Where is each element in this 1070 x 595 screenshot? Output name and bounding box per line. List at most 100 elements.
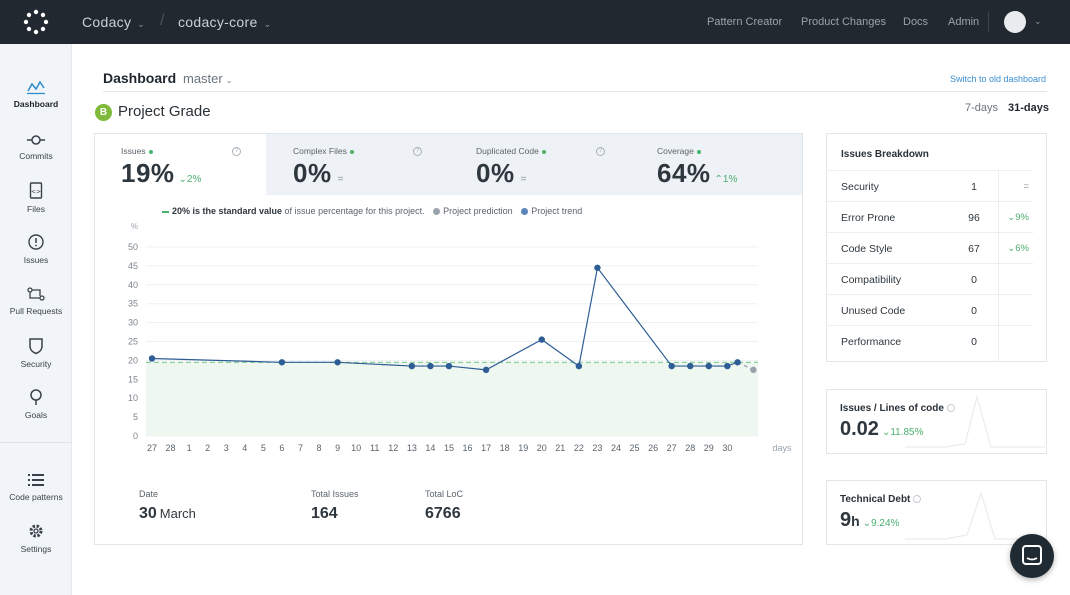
nav-link-admin[interactable]: Admin	[948, 16, 980, 28]
y-tick-label: 45	[128, 261, 138, 271]
nav-link-product-changes[interactable]: Product Changes	[801, 16, 886, 28]
sidebar-item-label: Settings	[20, 544, 52, 554]
x-tick-label: 22	[574, 443, 584, 453]
breakdown-category: Unused Code	[841, 305, 906, 317]
x-tick-label: 8	[317, 443, 322, 453]
sidebar-item-goals[interactable]: Goals	[0, 388, 72, 420]
breakdown-count: 0	[971, 336, 977, 348]
sidebar-item-commits[interactable]: Commits	[0, 133, 72, 161]
help-icon[interactable]: ?	[413, 147, 422, 156]
card-value: 0.02	[840, 418, 879, 440]
x-tick-label: 5	[261, 443, 266, 453]
card-delta: ⌄9.24%	[862, 518, 900, 529]
metric-tab-duplicated-code[interactable]: Duplicated Code 0% =	[476, 146, 546, 189]
repo-selector[interactable]: codacy-core ⌄	[178, 14, 271, 30]
y-tick-label: 20	[128, 355, 138, 365]
breakdown-row[interactable]: Code Style 67 ⌄6%	[827, 232, 1033, 263]
sidebar-item-issues[interactable]: Issues	[0, 233, 72, 265]
issues-breakdown-card	[826, 133, 1047, 362]
sidebar-item-label: Dashboard	[13, 99, 59, 109]
breakdown-change: =	[1023, 181, 1029, 192]
grade-title: Project Grade	[118, 103, 211, 120]
issues-per-loc-sparkline	[905, 394, 1045, 448]
y-tick-label: 0	[133, 431, 138, 441]
breakdown-row[interactable]: Security 1 =	[827, 170, 1033, 201]
sidebar-item-code-patterns[interactable]: Code patterns	[0, 472, 72, 502]
sidebar-item-dashboard[interactable]: Dashboard	[0, 79, 72, 109]
file-icon: <>	[29, 182, 43, 199]
technical-debt-title: Technical Debt	[840, 494, 922, 505]
metric-tab-coverage[interactable]: Coverage 64% ⌃1%	[657, 146, 737, 189]
stat-date-month: March	[159, 506, 196, 521]
page-title: Dashboard	[103, 70, 177, 86]
sidebar-item-pull-requests[interactable]: Pull Requests	[0, 286, 72, 316]
issues-per-loc-card[interactable]	[826, 389, 1047, 454]
switch-old-dashboard-link[interactable]: Switch to old dashboard	[950, 74, 1047, 84]
sidebar-item-label: Goals	[24, 410, 48, 420]
y-tick-label: 10	[128, 393, 138, 403]
avatar[interactable]	[1004, 11, 1026, 33]
org-selector[interactable]: Codacy ⌄	[82, 14, 145, 30]
sidebar-item-label: Files	[27, 204, 45, 214]
y-tick-label: 50	[128, 242, 138, 252]
status-dot	[696, 149, 701, 154]
sidebar: Dashboard Commits <> Files Issues Pull R…	[0, 44, 72, 595]
chevron-down-icon: ⌄	[137, 19, 146, 29]
sidebar-item-label: Code patterns	[9, 492, 63, 502]
metric-label: Complex Files	[293, 146, 347, 156]
x-tick-label: 20	[537, 443, 547, 453]
breakdown-divider	[998, 170, 999, 362]
sidebar-item-settings[interactable]: Settings	[0, 522, 72, 554]
help-icon[interactable]: ?	[232, 147, 241, 156]
metric-delta: ⌄2%	[178, 174, 202, 185]
metric-tab-complex-files[interactable]: Complex Files 0% =	[293, 146, 354, 189]
chevron-down-icon[interactable]: ⌄	[1034, 16, 1042, 26]
trend-point	[668, 362, 675, 370]
trend-point	[334, 359, 341, 366]
trend-point	[538, 336, 545, 343]
grade-panel	[94, 133, 803, 545]
range-31-days[interactable]: 31-days	[1008, 102, 1049, 114]
breakdown-row[interactable]: Unused Code 0	[827, 294, 1033, 325]
x-tick-label: 10	[351, 443, 361, 453]
technical-debt-card[interactable]	[826, 480, 1047, 545]
x-tick-label: 3	[224, 443, 229, 453]
help-icon[interactable]: ?	[596, 147, 605, 156]
sidebar-item-security[interactable]: Security	[0, 337, 72, 369]
help-icon[interactable]	[913, 495, 922, 504]
codacy-logo-icon[interactable]	[23, 9, 49, 35]
y-tick-label: 40	[128, 280, 138, 290]
chat-button[interactable]	[1010, 534, 1054, 578]
help-icon[interactable]	[946, 404, 955, 413]
x-tick-label: 23	[592, 443, 602, 453]
metric-value: 64%	[657, 158, 711, 188]
metric-tab-issues[interactable]: Issues 19% ⌄2%	[121, 146, 201, 189]
trend-point	[705, 362, 712, 370]
prediction-point	[750, 366, 757, 374]
metric-value: 0%	[293, 158, 332, 188]
trend-point	[148, 355, 156, 362]
stat-date: Date 30 March	[139, 489, 196, 523]
range-7-days[interactable]: 7-days	[965, 102, 999, 114]
stat-label: Total Issues	[311, 489, 359, 499]
y-tick-label: 35	[128, 299, 138, 309]
y-tick-label: 15	[128, 374, 138, 384]
metric-label: Coverage	[657, 146, 694, 156]
top-bar: Codacy ⌄ / codacy-core ⌄ Pattern Creator P…	[0, 0, 1070, 44]
breakdown-row[interactable]: Compatibility 0	[827, 263, 1033, 294]
chevron-down-icon: ⌄	[225, 76, 233, 85]
nav-link-docs[interactable]: Docs	[903, 16, 929, 28]
metric-value: 19%	[121, 158, 175, 188]
breakdown-row[interactable]: Performance 0	[827, 325, 1033, 356]
trend-point	[427, 362, 434, 370]
sidebar-item-files[interactable]: <> Files	[0, 182, 72, 214]
breakdown-count: 96	[968, 212, 980, 224]
breakdown-row[interactable]: Error Prone 96 ⌄9%	[827, 201, 1033, 232]
metric-label: Duplicated Code	[476, 146, 539, 156]
branch-selector[interactable]: master ⌄	[183, 71, 232, 86]
nav-link-pattern-creator[interactable]: Pattern Creator	[707, 16, 783, 28]
metric-delta: =	[520, 174, 527, 185]
grade-badge: B	[95, 104, 112, 121]
x-tick-label: 25	[630, 443, 640, 453]
breakdown-category: Code Style	[841, 243, 893, 255]
